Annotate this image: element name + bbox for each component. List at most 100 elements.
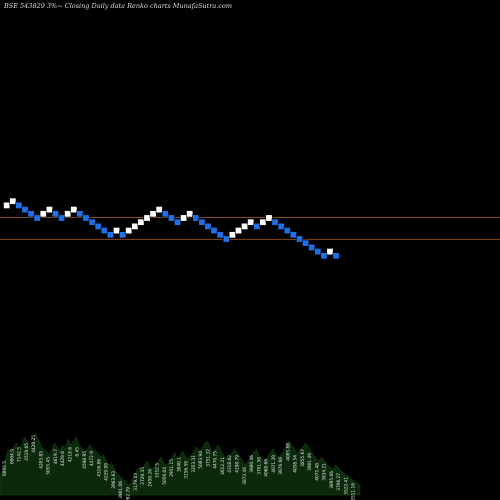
volume-label: 4229.08 (104, 463, 110, 481)
volume-label: 4470.75 (213, 451, 219, 469)
renko-brick-up (247, 218, 255, 226)
renko-brick-down (295, 235, 303, 243)
volume-label: 4203.85 (38, 451, 44, 469)
volume-label: 4598.95 (82, 451, 88, 469)
renko-brick-up (64, 210, 72, 218)
renko-brick-up (143, 214, 151, 222)
volume-label: 2992.79 (126, 487, 132, 500)
volume-label: 3522.41 (343, 477, 349, 495)
renko-brick-up (155, 206, 163, 214)
renko-brick-up (39, 210, 47, 218)
renko-brick-down (332, 252, 340, 260)
volume-label: 6.45 (75, 447, 81, 457)
renko-brick-up (149, 210, 157, 218)
renko-brick-down (210, 227, 218, 235)
volume-label: 3706.27 (336, 473, 342, 491)
volume-label: 3352.5 (155, 463, 161, 478)
renko-brick-down (222, 235, 230, 243)
volume-label: 6092.5 (2, 461, 8, 476)
renko-brick-down (15, 201, 23, 209)
volume-label: 4619.7 (53, 449, 59, 464)
renko-brick-up (186, 210, 194, 218)
volume-label: 4612.21 (220, 457, 226, 475)
renko-brick-down (277, 222, 285, 230)
volume-label: 4472.9 (89, 451, 95, 466)
renko-brick-up (265, 214, 273, 222)
volume-label: 2729.35 (140, 467, 146, 485)
renko-brick-down (88, 218, 96, 226)
volume-label: 5056.04 (162, 467, 168, 485)
volume-label: 3353.31 (191, 455, 197, 473)
volume-label: 6904.9 (9, 449, 15, 464)
volume-label: 2450.26 (147, 469, 153, 487)
renko-brick-down (51, 210, 59, 218)
renko-brick-down (76, 210, 84, 218)
volume-label: 7142.5 (17, 447, 23, 462)
renko-brick-down (253, 222, 261, 230)
volume-label: 4218.6 (67, 447, 73, 462)
volume-label: 3751.32 (205, 449, 211, 467)
renko-brick-down (94, 222, 102, 230)
volume-label: 3895.06 (329, 471, 335, 489)
renko-brick-down (33, 214, 41, 222)
renko-brick-up (131, 222, 139, 230)
renko-brick-down (314, 248, 322, 256)
volume-label: 3872.46 (242, 467, 248, 485)
volume-label: 3901.49 (307, 453, 313, 471)
renko-brick-down (27, 210, 35, 218)
renko-brick-up (9, 197, 17, 205)
renko-brick-down (308, 243, 316, 251)
volume-label: 2951.15 (169, 459, 175, 477)
volume-label: 4085.88 (285, 443, 291, 461)
volume-label: 3040.1 (176, 457, 182, 472)
renko-brick-down (21, 206, 29, 214)
renko-brick-down (58, 214, 66, 222)
renko-brick-up (45, 206, 53, 214)
renko-brick-up (125, 227, 133, 235)
volume-label: 4519.65 (24, 443, 30, 461)
volume-label: 5083.94 (198, 451, 204, 469)
renko-brick-up (113, 227, 121, 235)
volume-label: 4071.39 (271, 455, 277, 473)
renko-brick-up (137, 218, 145, 226)
renko-brick-up (3, 201, 11, 209)
renko-brick-down (271, 218, 279, 226)
volume-label: 5055.45 (46, 457, 52, 475)
renko-brick-up (326, 248, 334, 256)
volume-label: 3901.06 (118, 481, 124, 499)
volume-label: 4429.25 (31, 435, 37, 453)
volume-label: 4075.48 (314, 463, 320, 481)
renko-brick-down (302, 239, 310, 247)
renko-brick-down (82, 214, 90, 222)
volume-label: 4318.02 (227, 455, 233, 473)
volume-label: 3701.58 (256, 457, 262, 475)
chart-title: BSE 543829 3%~ Closing Daily data Renko … (4, 2, 232, 10)
renko-brick-down (216, 231, 224, 239)
renko-brick-down (320, 252, 328, 260)
volume-label: 3855.67 (300, 449, 306, 467)
volume-label: 4058.54 (293, 455, 299, 473)
renko-brick-down (100, 227, 108, 235)
volume-area (0, 432, 361, 496)
renko-brick-up (180, 214, 188, 222)
volume-label: 4068.66 (264, 459, 270, 477)
renko-brick-up (259, 218, 267, 226)
volume-label: 3980.46 (249, 455, 255, 473)
volume-label: 4316.86 (96, 459, 102, 477)
renko-brick-up (228, 231, 236, 239)
renko-brick-down (283, 227, 291, 235)
volume-label: 3511.16 (351, 483, 357, 500)
renko-brick-down (192, 214, 200, 222)
renko-brick-up (235, 227, 243, 235)
renko-brick-down (204, 222, 212, 230)
renko-brick-down (161, 210, 169, 218)
volume-label: 4429.6 (60, 451, 66, 466)
renko-brick-down (174, 218, 182, 226)
volume-label: 3156.59 (184, 461, 190, 479)
volume-label: 4198.79 (234, 455, 240, 473)
volume-label: 3963.63 (111, 471, 117, 489)
renko-bricks (3, 197, 340, 260)
